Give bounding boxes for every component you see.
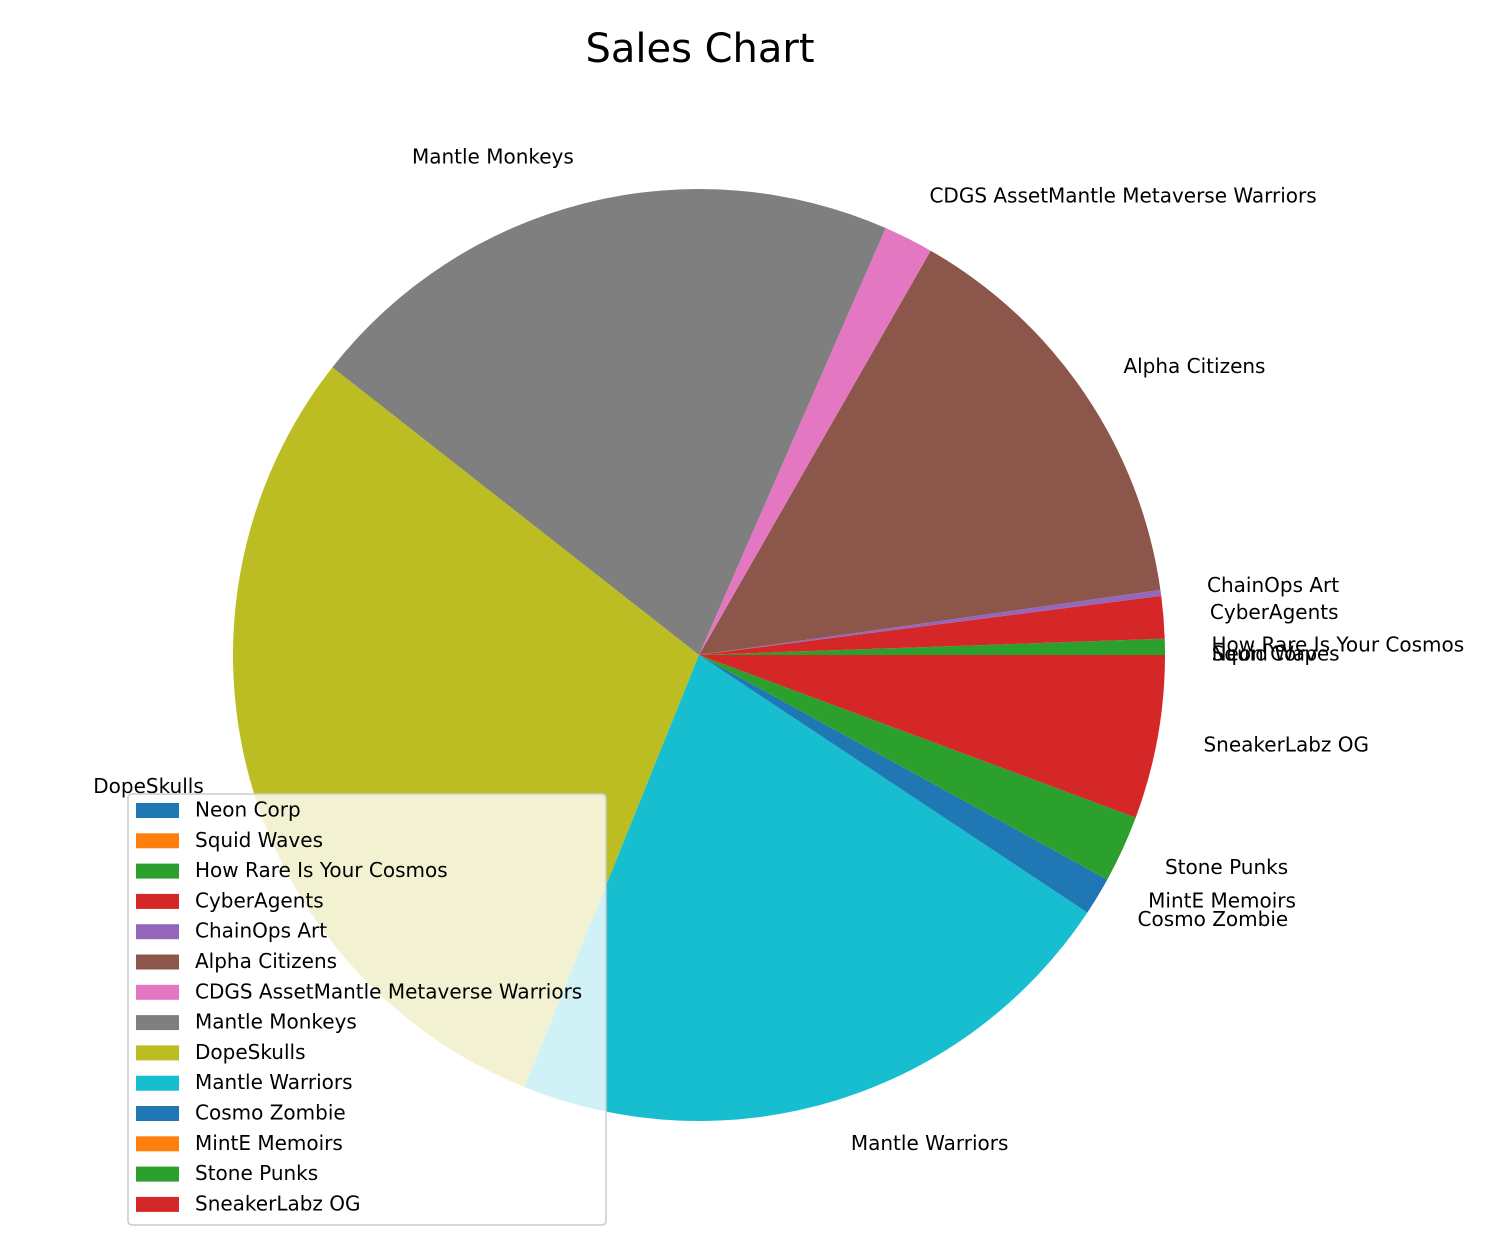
legend-label-cyberagents: CyberAgents [195, 888, 324, 912]
legend-box [127, 793, 607, 1226]
slice-label-cosmo-zombie: Cosmo Zombie [1138, 907, 1289, 931]
pie-slice-sneakerlabz-og [699, 655, 1165, 818]
slice-label-neon-corp: Neon Corp [1212, 642, 1318, 666]
legend-swatch-squid-waves [136, 833, 179, 849]
legend-label-cdgs-assetmantle-metaverse-warriors: CDGS AssetMantle Metaverse Warriors [195, 979, 582, 1003]
slice-label-how-rare-is-your-cosmos: How Rare Is Your Cosmos [1212, 633, 1465, 657]
chart-title: Sales Chart [585, 26, 814, 72]
slice-label-mantle-warriors: Mantle Warriors [851, 1131, 1009, 1155]
pie-slice-stone-punks [699, 655, 1136, 880]
legend-label-stone-punks: Stone Punks [195, 1161, 318, 1185]
legend-label-minte-memoirs: MintE Memoirs [195, 1131, 343, 1155]
pie-slice-mantle-monkeys [332, 189, 886, 656]
legend-swatch-neon-corp [136, 803, 179, 818]
legend-swatch-sneakerlabz-og [136, 1196, 179, 1212]
slice-label-minte-memoirs: MintE Memoirs [1148, 889, 1296, 913]
pie-slice-how-rare-is-your-cosmos [699, 638, 1165, 655]
legend-swatch-cyberagents [136, 893, 179, 909]
legend-swatch-cosmo-zombie [136, 1106, 179, 1121]
slice-label-stone-punks: Stone Punks [1165, 855, 1288, 879]
slice-label-chainops-art: ChainOps Art [1207, 573, 1339, 597]
legend: Neon Corp Squid Waves How Rare Is Your Cos… [127, 793, 607, 1226]
legend-label-chainops-art: ChainOps Art [195, 919, 327, 943]
pie-slice-cosmo-zombie [699, 655, 1108, 913]
pie-slice-alpha-citizens [699, 250, 1161, 656]
legend-swatch-alpha-citizens [136, 954, 179, 970]
legend-label-neon-corp: Neon Corp [195, 798, 301, 822]
pie-slice-cyberagents [699, 595, 1165, 655]
legend-label-mantle-warriors: Mantle Warriors [195, 1070, 353, 1094]
slice-label-cyberagents: CyberAgents [1210, 600, 1339, 624]
slice-label-mantle-monkeys: Mantle Monkeys [412, 144, 574, 168]
legend-swatch-chainops-art [136, 924, 179, 940]
slice-label-squid-waves: Squid Waves [1212, 642, 1340, 666]
pie-slice-chainops-art [699, 589, 1162, 655]
legend-label-cosmo-zombie: Cosmo Zombie [195, 1101, 346, 1125]
legend-swatch-how-rare-is-your-cosmos [136, 863, 179, 879]
slice-label-alpha-citizens: Alpha Citizens [1123, 354, 1265, 378]
legend-label-dopeskulls: DopeSkulls [195, 1040, 306, 1064]
legend-swatch-stone-punks [136, 1166, 179, 1182]
slice-label-sneakerlabz-og: SneakerLabz OG [1203, 732, 1369, 756]
legend-swatch-mantle-monkeys [136, 1015, 179, 1031]
legend-label-alpha-citizens: Alpha Citizens [195, 949, 337, 973]
pie-slice-mantle-warriors [524, 655, 1088, 1121]
legend-swatch-dopeskulls [136, 1045, 179, 1061]
legend-swatch-cdgs-assetmantle-metaverse-warriors [136, 984, 179, 1000]
legend-label-sneakerlabz-og: SneakerLabz OG [195, 1191, 361, 1215]
legend-label-mantle-monkeys: Mantle Monkeys [195, 1010, 357, 1034]
pie-slice-cdgs-assetmantle-metaverse-warriors [699, 228, 931, 656]
legend-swatch-minte-memoirs [136, 1136, 179, 1152]
legend-swatch-mantle-warriors [136, 1075, 179, 1091]
slice-label-cdgs-assetmantle-metaverse-warriors: CDGS AssetMantle Metaverse Warriors [929, 184, 1316, 208]
legend-label-squid-waves: Squid Waves [195, 828, 323, 852]
legend-label-how-rare-is-your-cosmos: How Rare Is Your Cosmos [195, 858, 448, 882]
legend-items: Neon Corp Squid Waves How Rare Is Your Cos… [136, 798, 582, 1215]
